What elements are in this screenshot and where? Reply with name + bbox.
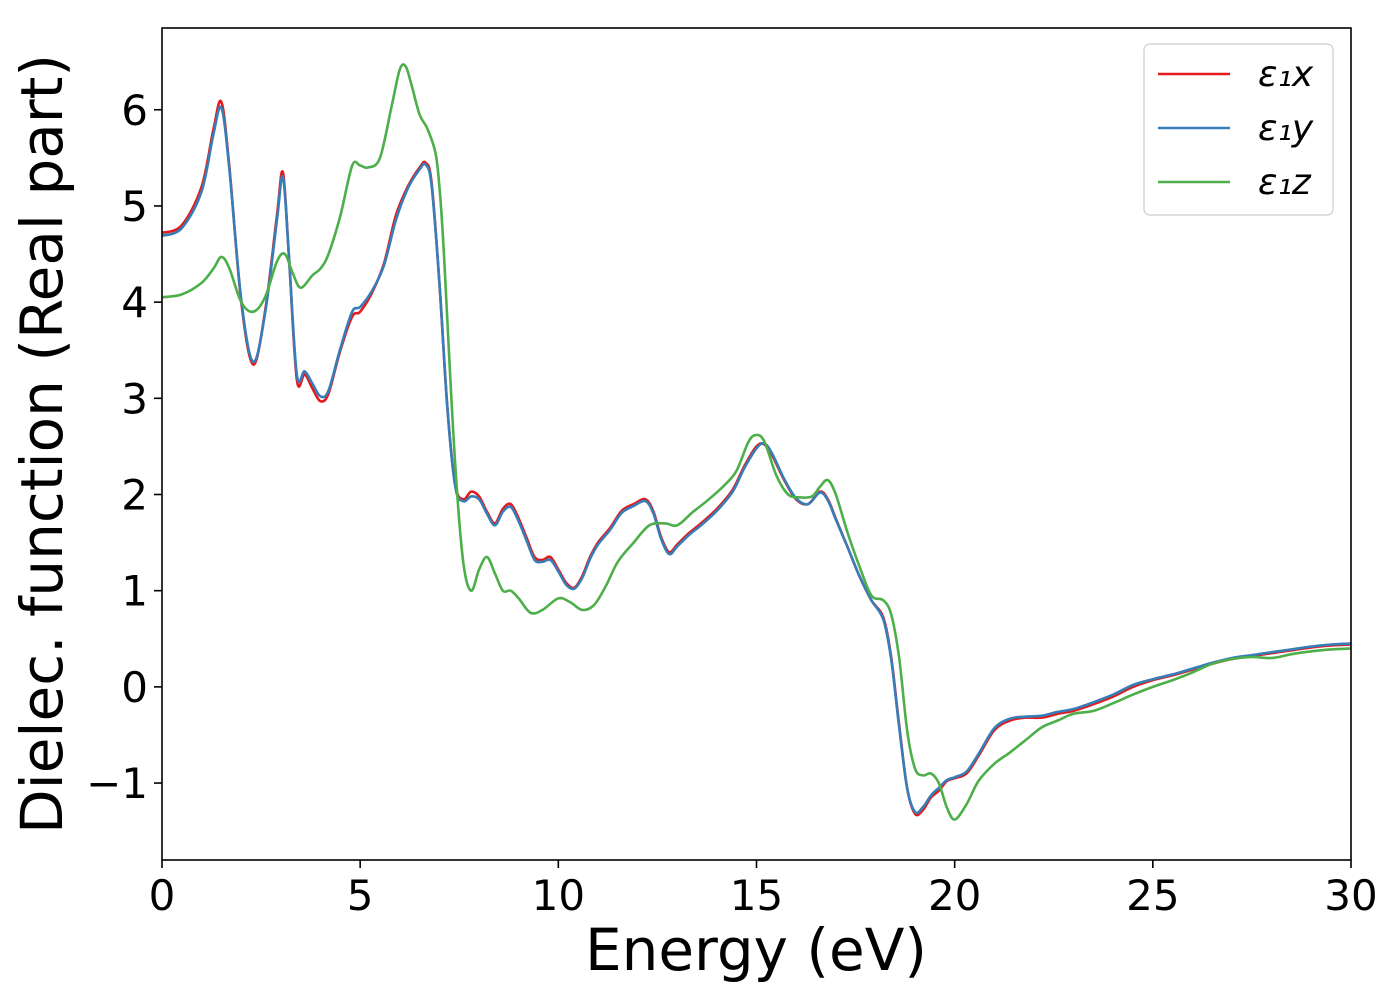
y-axis: −1 0 1 2 3 4 5 6: [86, 86, 162, 808]
y-tick-label: 4: [121, 278, 148, 327]
y-tick-label: 5: [121, 182, 148, 231]
x-tick-label: 25: [1126, 871, 1179, 920]
y-tick-label: 2: [121, 470, 148, 519]
x-tick-label: 15: [730, 871, 783, 920]
y-tick-label: 0: [121, 663, 148, 712]
x-tick-label: 0: [149, 871, 176, 920]
x-tick-label: 20: [928, 871, 981, 920]
y-tick-label: 1: [121, 567, 148, 616]
series-line-z: [162, 63, 1351, 821]
y-tick-label: 6: [121, 86, 148, 135]
x-tick-label: 10: [532, 871, 585, 920]
x-axis: 0 5 10 15 20 25 30: [149, 860, 1378, 920]
y-tick-label: 3: [121, 374, 148, 423]
series-layer: [162, 63, 1351, 821]
legend-label-x: ε₁x: [1258, 54, 1314, 95]
x-axis-label: Energy (eV): [585, 916, 927, 984]
legend-label-y: ε₁y: [1258, 108, 1314, 149]
y-axis-label: Dielec. function (Real part): [8, 54, 76, 834]
legend: ε₁x ε₁y ε₁z: [1143, 43, 1334, 216]
legend-box: [1143, 43, 1334, 216]
x-tick-label: 30: [1324, 871, 1377, 920]
series-line-y: [162, 105, 1351, 815]
legend-label-z: ε₁z: [1258, 162, 1312, 203]
x-tick-label: 5: [347, 871, 374, 920]
y-tick-label: −1: [86, 759, 148, 808]
